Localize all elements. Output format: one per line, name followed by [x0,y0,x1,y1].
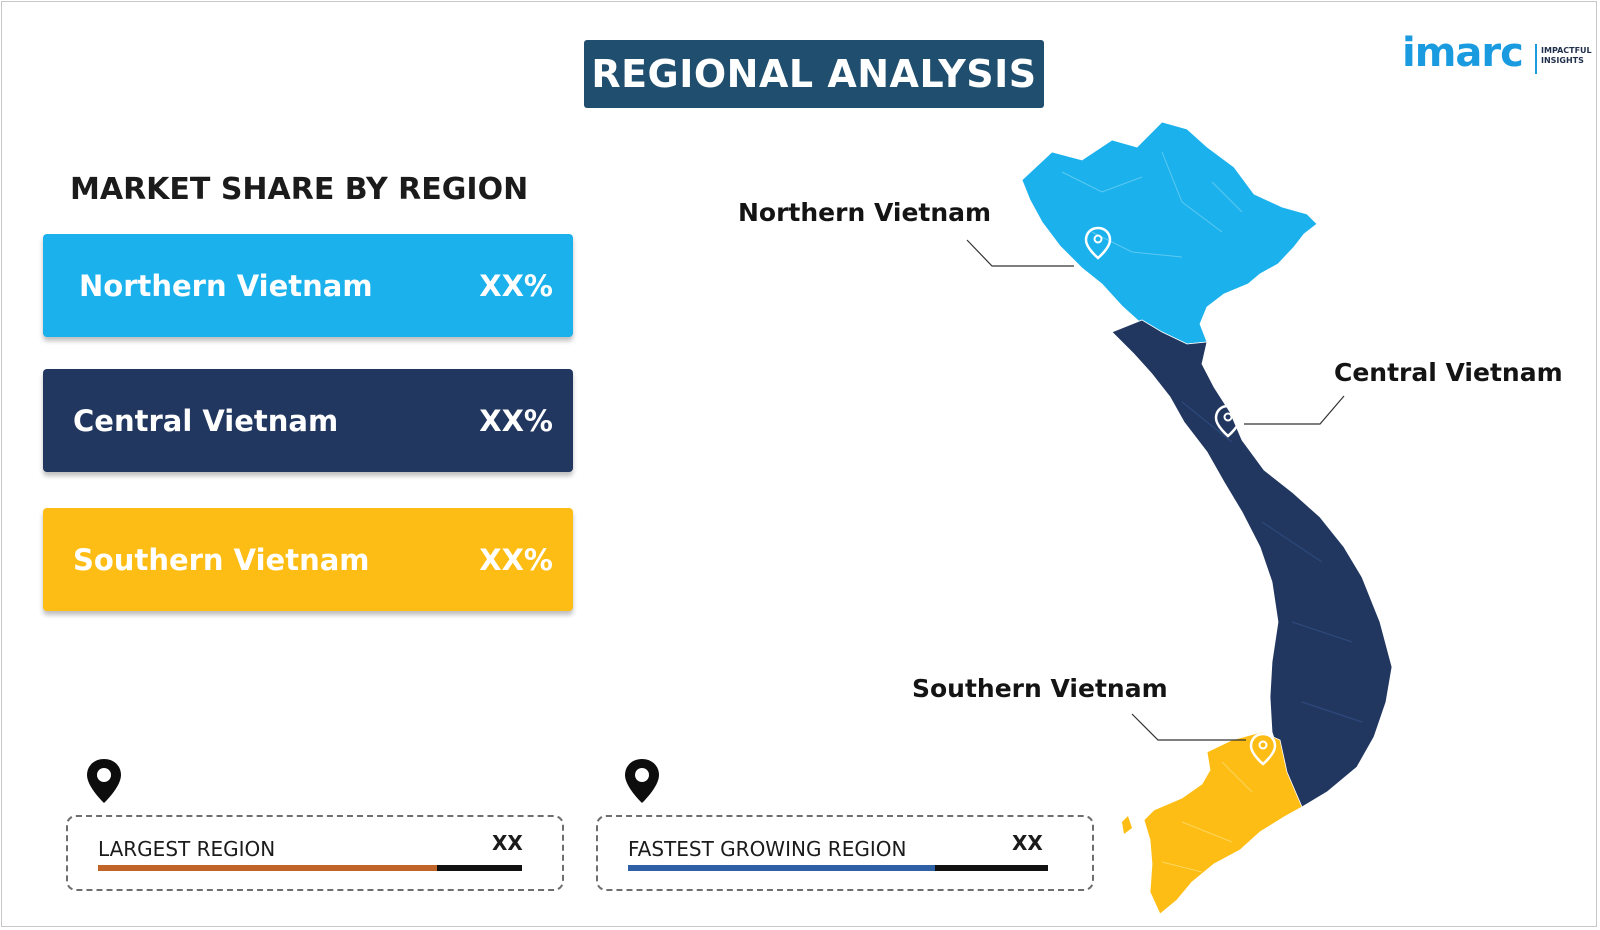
region-bar-northern: Northern Vietnam XX% [43,234,573,337]
region-value-central: XX% [479,403,553,438]
map-label-central: Central Vietnam [1334,358,1563,387]
region-name-southern: Southern Vietnam [73,542,370,577]
map-pin-southern-icon [1249,732,1277,766]
map-pin-northern-icon [1084,226,1112,260]
page-title: REGIONAL ANALYSIS [584,40,1044,108]
market-share-heading: MARKET SHARE BY REGION [70,172,529,207]
fastest-growing-region-bar [628,865,1048,871]
largest-region-value: XX [492,831,523,855]
logo-wordmark: imarc [1402,30,1524,76]
fastest-growing-region-value: XX [1012,831,1043,855]
logo-divider [1535,44,1537,74]
region-value-northern: XX% [479,268,553,303]
map-region-central [1111,319,1393,808]
largest-region-label: LARGEST REGION [98,837,276,861]
largest-region-bar [98,865,522,871]
map-south-provinces [1161,761,1253,873]
largest-region-box: LARGEST REGION XX [66,815,564,891]
location-pin-icon [87,759,121,803]
fastest-growing-region-box: FASTEST GROWING REGION XX [596,815,1094,891]
map-label-northern: Northern Vietnam [738,198,992,227]
map-south-island [1122,816,1132,834]
map-label-southern: Southern Vietnam [912,674,1168,703]
leader-line-southern [1131,713,1246,741]
fastest-growing-region-label: FASTEST GROWING REGION [628,837,907,861]
map-region-southern [1143,731,1303,915]
map-north-provinces [1061,151,1243,258]
region-name-northern: Northern Vietnam [79,268,373,303]
region-name-central: Central Vietnam [73,403,339,438]
logo-tagline: IMPACTFUL INSIGHTS [1541,46,1592,66]
logo-tagline-line1: IMPACTFUL [1541,46,1592,55]
imarc-logo: imarc IMPACTFUL INSIGHTS [1402,26,1592,76]
map-region-northern [1021,121,1318,345]
leader-line-central [1244,395,1345,425]
region-bar-southern: Southern Vietnam XX% [43,508,573,611]
region-value-southern: XX% [479,542,553,577]
region-bar-central: Central Vietnam XX% [43,369,573,472]
fastest-growing-region-bar-fill [628,865,935,871]
logo-tagline-line2: INSIGHTS [1541,56,1584,65]
leader-line-northern [966,239,1074,267]
location-pin-icon [625,759,659,803]
largest-region-bar-fill [98,865,438,871]
map-pin-central-icon [1214,404,1242,438]
map-central-provinces [1181,401,1363,723]
